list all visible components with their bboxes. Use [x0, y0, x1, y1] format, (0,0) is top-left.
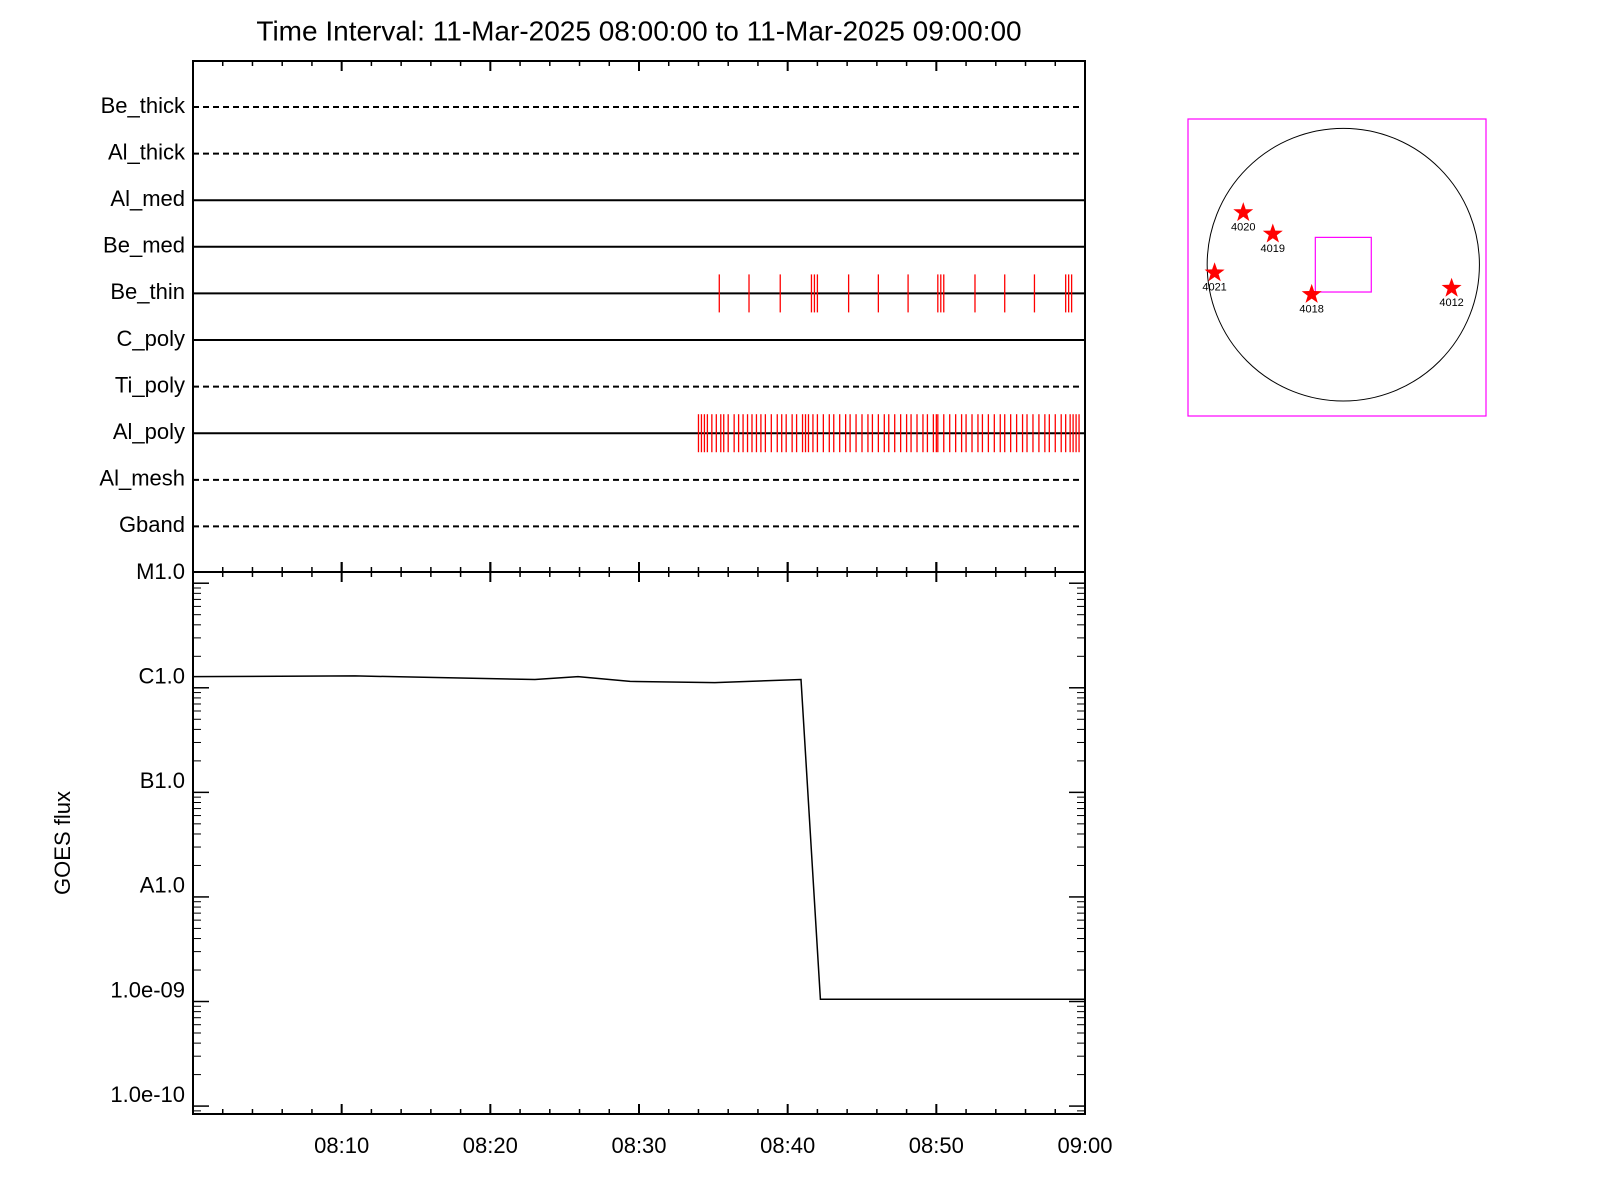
region-marker — [1301, 283, 1322, 303]
filter-label: Al_poly — [113, 419, 185, 444]
filter-label: Be_med — [103, 233, 185, 258]
x-tick-label: 08:30 — [611, 1133, 666, 1158]
region-label: 4021 — [1202, 282, 1226, 294]
x-tick-label: 08:40 — [760, 1133, 815, 1158]
region-marker — [1441, 277, 1462, 297]
solar-disk — [1206, 127, 1480, 402]
y-axis-label: GOES flux — [50, 791, 75, 895]
y-tick-label: B1.0 — [140, 768, 185, 793]
region-label: 4012 — [1439, 297, 1463, 309]
y-tick-label: C1.0 — [139, 664, 185, 689]
y-tick-label: 1.0e-10 — [110, 1082, 185, 1107]
filter-label: Al_med — [110, 186, 185, 211]
panel-frame — [192, 571, 1086, 1115]
x-tick-label: 08:20 — [463, 1133, 518, 1158]
x-tick-label: 08:10 — [314, 1133, 369, 1158]
x-tick-label: 09:00 — [1057, 1133, 1112, 1158]
goes-line — [192, 675, 1085, 1001]
y-tick-label: 1.0e-09 — [110, 977, 185, 1002]
region-label: 4020 — [1231, 221, 1255, 233]
map-frame — [1187, 118, 1487, 417]
filter-label: Al_mesh — [99, 466, 185, 491]
region-marker — [1204, 262, 1225, 282]
y-tick-label: M1.0 — [136, 559, 185, 584]
region-label: 4018 — [1299, 303, 1323, 315]
filter-label: Be_thick — [101, 93, 186, 118]
chart-title: Time Interval: 11-Mar-2025 08:00:00 to 1… — [256, 15, 1021, 46]
region-marker — [1233, 202, 1254, 222]
x-tick-label: 08:50 — [909, 1133, 964, 1158]
fov-box — [1314, 236, 1372, 293]
filter-label: Ti_poly — [115, 372, 185, 397]
filter-label: Al_thick — [108, 139, 186, 164]
filter-label: Be_thin — [110, 279, 185, 304]
y-tick-label: A1.0 — [140, 873, 185, 898]
filter-label: Gband — [119, 512, 185, 537]
region-label: 4019 — [1261, 243, 1285, 255]
panel-frame — [192, 60, 1086, 573]
filter-label: C_poly — [117, 326, 185, 351]
region-marker — [1262, 223, 1283, 243]
